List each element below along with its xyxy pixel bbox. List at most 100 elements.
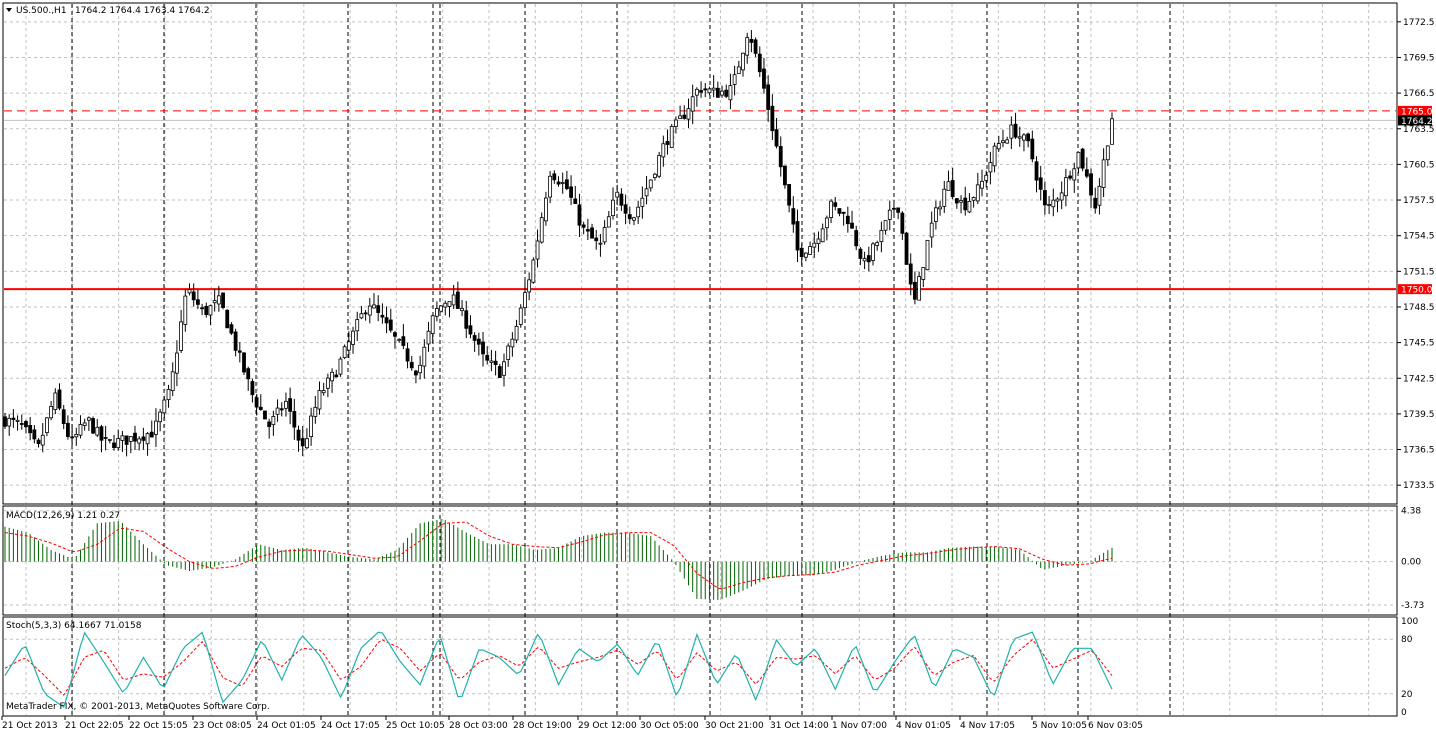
candle-body — [86, 417, 91, 421]
time-axis-label: 1 Nov 07:00 — [832, 721, 887, 731]
candle-body — [225, 309, 230, 329]
candle-body — [321, 390, 326, 394]
candle-body — [988, 162, 993, 173]
stoch-title: Stoch(5,3,3) 64.1667 71.0158 — [6, 621, 142, 631]
candle-body — [82, 422, 87, 426]
candle-body — [11, 417, 16, 420]
candle-body — [1076, 151, 1081, 169]
candle-body — [149, 431, 154, 438]
price-level-label: 1750.0 — [1401, 286, 1433, 296]
candle-body — [959, 200, 963, 203]
candle-body — [200, 307, 204, 310]
candle-body — [401, 336, 406, 346]
candle-body — [942, 188, 947, 207]
candle-body — [380, 314, 385, 318]
candle-body — [657, 155, 662, 177]
candle-body — [258, 406, 263, 411]
candle-body — [896, 207, 901, 213]
candle-body — [715, 87, 720, 98]
candle-body — [137, 438, 142, 444]
candle-body — [661, 143, 666, 158]
candle-body — [594, 237, 599, 242]
candle-body — [216, 295, 221, 305]
stoch-signal-line — [4, 639, 1113, 696]
time-axis-label: 5 Nov 10:05 — [1032, 721, 1087, 731]
candle-body — [112, 442, 116, 449]
time-axis-label: 4 Nov 01:05 — [896, 721, 951, 731]
macd-axis-label: 0.00 — [1401, 558, 1421, 568]
candle-body — [468, 325, 473, 335]
candle-body — [871, 243, 875, 261]
candle-body — [346, 341, 351, 351]
candle-body — [418, 364, 423, 374]
candle-body — [15, 419, 20, 422]
stochastic-indicator — [4, 631, 1113, 708]
candle-body — [862, 258, 867, 262]
candle-body — [527, 279, 532, 293]
candle-body — [288, 398, 293, 412]
candle-body — [32, 429, 37, 440]
stoch-axis-label: 0 — [1401, 708, 1407, 718]
candle-body — [447, 301, 452, 307]
candle-body — [707, 88, 712, 94]
stoch-axis-label: 100 — [1401, 617, 1418, 627]
candle-body — [439, 305, 443, 312]
price-axis-label: 1763.5 — [1403, 125, 1435, 135]
candle-body — [187, 289, 192, 294]
candle-body — [619, 193, 624, 206]
candle-body — [393, 332, 397, 337]
macd-axis-label: 4.38 — [1401, 507, 1421, 517]
price-panel-frame — [2, 2, 1398, 505]
time-axis-label: 30 Oct 21:00 — [705, 721, 764, 731]
candle-body — [824, 217, 829, 229]
candle-body — [497, 366, 502, 378]
candle-body — [686, 108, 691, 120]
candle-body — [481, 341, 485, 355]
candle-body — [426, 330, 431, 345]
candle-body — [296, 429, 301, 441]
price-levels[interactable]: 1765.0 1750.0 1764.2 — [4, 105, 1433, 296]
candle-body — [414, 370, 418, 376]
candle-body — [841, 211, 846, 214]
candle-body — [627, 214, 632, 220]
candle-body — [552, 173, 557, 181]
candle-body — [908, 263, 913, 285]
price-level-tag — [1398, 284, 1432, 295]
candle-body — [464, 310, 469, 329]
candle-body — [472, 335, 477, 341]
candle-body — [351, 330, 355, 345]
candle-body — [107, 439, 112, 441]
candle-body — [787, 184, 792, 206]
candle-body — [1038, 177, 1043, 190]
candle-body — [70, 436, 74, 439]
candle-body — [208, 305, 213, 316]
candle-body — [397, 338, 402, 341]
candle-body — [694, 88, 699, 96]
candle-body — [992, 145, 997, 167]
candle-body — [103, 437, 108, 439]
candle-body — [791, 208, 796, 225]
candle-body — [904, 232, 909, 265]
candle-body — [518, 307, 523, 325]
candle-body — [963, 197, 968, 211]
price-axis-label: 1760.5 — [1403, 160, 1435, 170]
candle-body — [770, 105, 775, 132]
candle-body — [485, 355, 490, 361]
chevron-down-icon[interactable] — [6, 8, 12, 12]
time-axis-label: 28 Oct 03:00 — [449, 721, 508, 731]
candle-body — [342, 346, 347, 359]
candle-body — [925, 239, 930, 271]
candle-body — [162, 399, 167, 414]
candle-body — [91, 418, 95, 434]
stoch-main-line — [4, 631, 1113, 708]
candle-body — [732, 74, 737, 85]
candle-body — [762, 68, 766, 89]
candle-body — [674, 119, 678, 128]
candle-body — [376, 305, 381, 313]
candle-body — [648, 179, 653, 189]
candle-body — [309, 415, 314, 437]
candle-body — [602, 227, 607, 243]
candle-body — [946, 181, 951, 191]
